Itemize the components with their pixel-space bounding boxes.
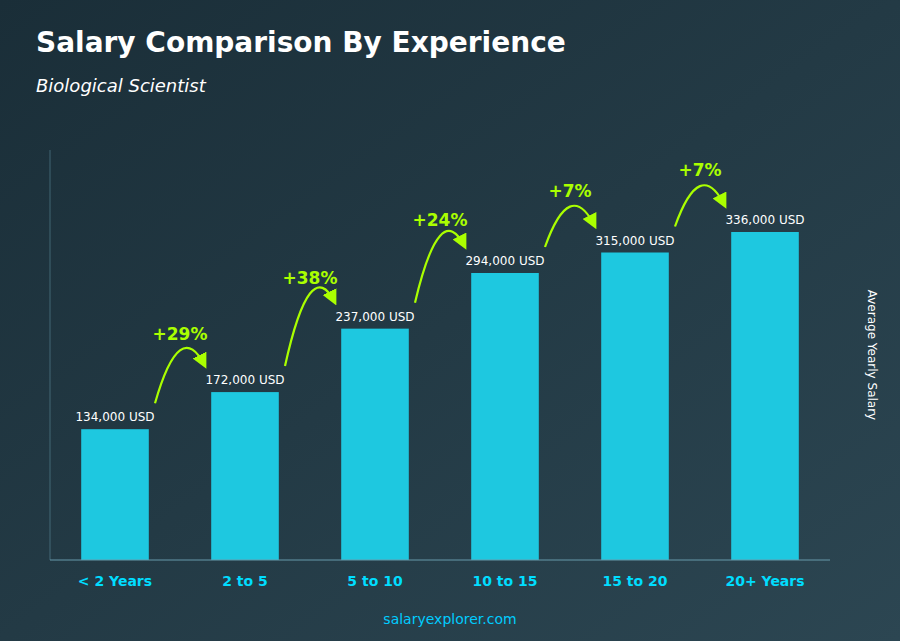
x-tick-label: 10 to 15 <box>472 573 537 589</box>
chart-svg: Salary Comparison By Experience Biologica… <box>0 0 900 641</box>
annotation: +38% <box>283 268 338 288</box>
bar <box>81 429 149 560</box>
x-tick-label: 20+ Years <box>725 573 804 589</box>
data-label: 294,000 USD <box>465 254 544 268</box>
data-label: 336,000 USD <box>725 213 804 227</box>
y-axis-line <box>50 150 51 560</box>
change-arrow <box>415 231 465 303</box>
x-tick-label: 5 to 10 <box>347 573 403 589</box>
bar <box>341 329 409 560</box>
bars <box>81 232 799 560</box>
annotation: +7% <box>678 160 721 180</box>
data-label: 134,000 USD <box>75 410 154 424</box>
chart-container: Salary Comparison By Experience Biologica… <box>0 0 900 641</box>
bar <box>731 232 799 560</box>
data-label: 315,000 USD <box>595 234 674 248</box>
x-tick-label: < 2 Years <box>78 573 152 589</box>
change-arrow <box>285 287 335 366</box>
bar <box>471 273 539 560</box>
change-arrow <box>155 348 205 403</box>
data-label: 172,000 USD <box>205 373 284 387</box>
change-arrow <box>675 185 725 226</box>
change-arrow <box>545 206 595 247</box>
y-axis-label: Average Yearly Salary <box>865 290 879 420</box>
bar <box>601 253 669 561</box>
annotation: +7% <box>548 181 591 201</box>
annotation: +29% <box>153 324 208 344</box>
x-tick-label: 15 to 20 <box>602 573 667 589</box>
data-label: 237,000 USD <box>335 310 414 324</box>
x-axis-line <box>50 560 830 561</box>
background <box>0 0 900 641</box>
annotation: +24% <box>413 210 468 230</box>
x-tick-label: 2 to 5 <box>222 573 268 589</box>
subtitle: Biological Scientist <box>36 75 207 96</box>
footer: salaryexplorer.com <box>383 611 516 627</box>
title: Salary Comparison By Experience <box>36 26 566 59</box>
bar <box>211 392 279 560</box>
